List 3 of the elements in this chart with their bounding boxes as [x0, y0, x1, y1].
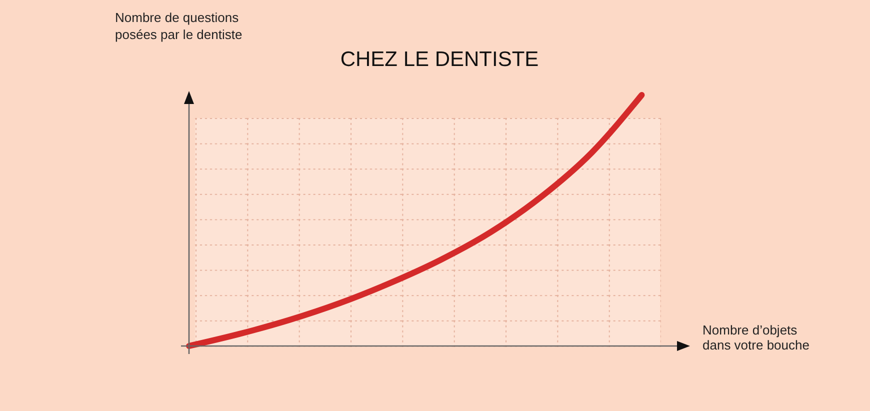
x-axis-title: Nombre d’objets dans votre bouche [702, 322, 810, 352]
chart-title: CHEZ LE DENTISTE [340, 48, 539, 71]
y-axis-title: Nombre de questions posées par le dentiste [115, 9, 242, 43]
